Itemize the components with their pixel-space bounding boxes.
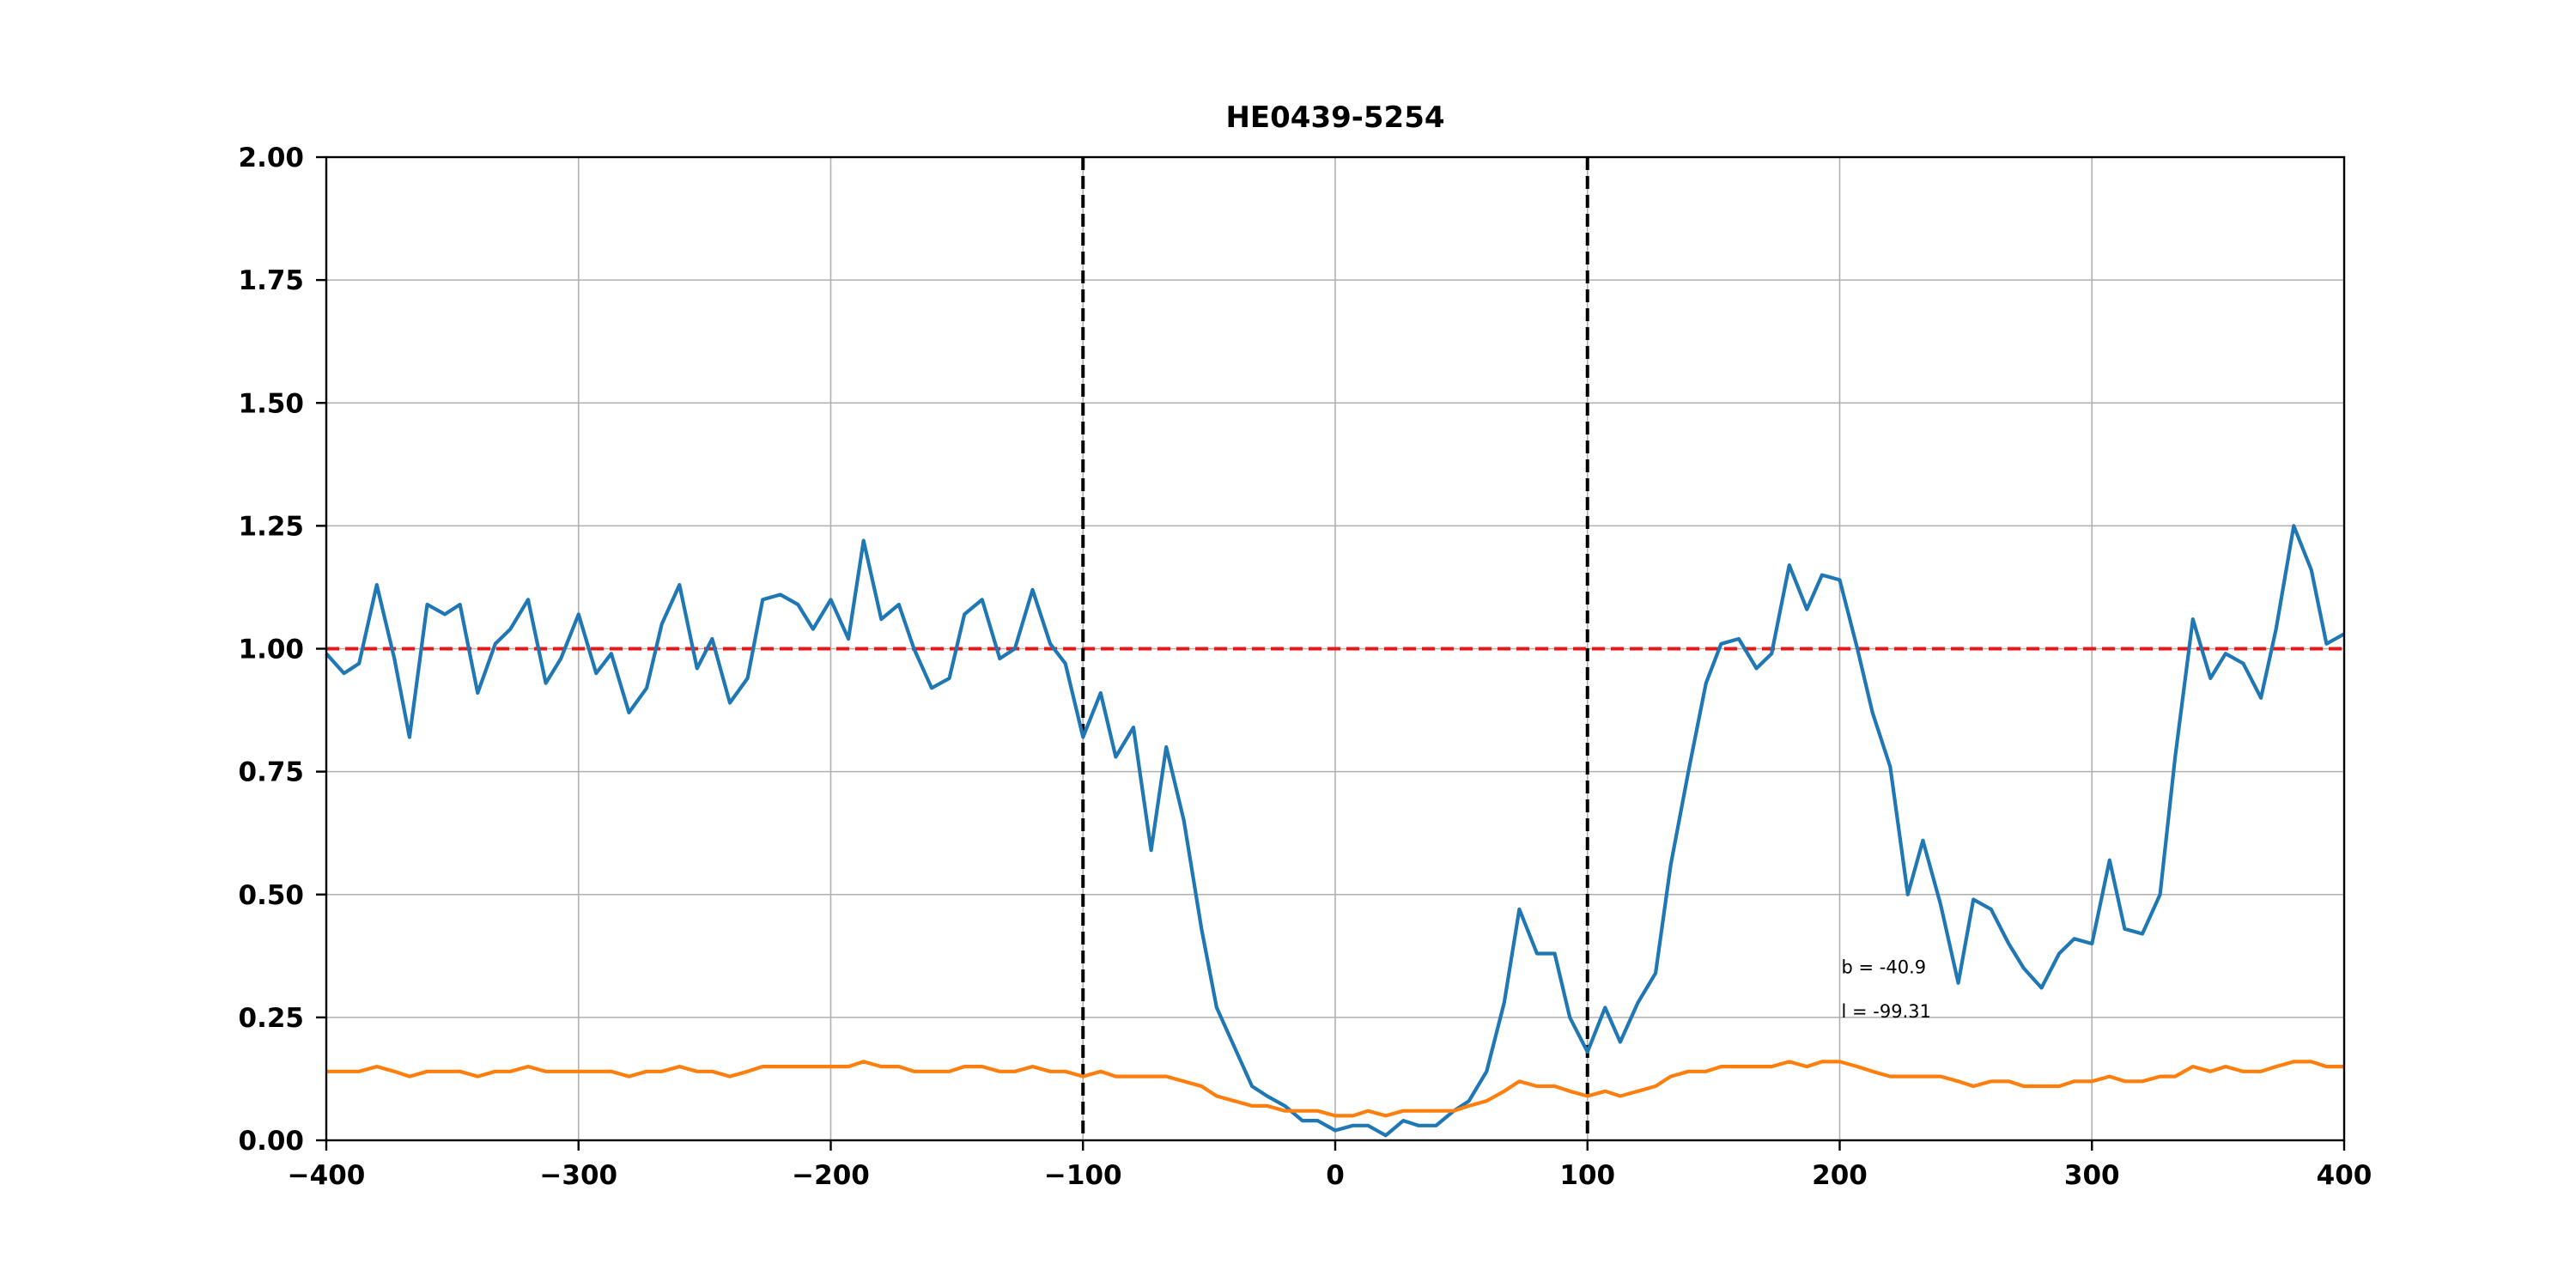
series-line-1 [325,524,2346,1138]
x-tick-label: −200 [792,1160,870,1191]
x-tick-label: −300 [539,1160,617,1191]
x-tick-label: 0 [1326,1160,1345,1191]
annotation-text: l = -99.31 [1842,1001,1931,1022]
series-lines [325,524,2346,1138]
y-tick-label: 1.00 [239,635,305,665]
y-tick-label: 0.75 [239,757,305,788]
y-tick-label: 0.50 [239,880,305,911]
annotations: b = -40.9 l = -99.31 [1842,957,1931,1022]
x-axis: −400 −300 −200 −100 0 100 200 300 400 [288,1140,2372,1191]
y-tick-label: 0.00 [239,1126,305,1157]
x-tick-label: 400 [2317,1160,2372,1191]
y-tick-label: 1.50 [239,388,305,419]
y-tick-label: 1.75 [239,265,305,296]
reference-lines [326,157,2344,1140]
chart-title: HE0439-5254 [1225,100,1444,135]
annotation-text: b = -40.9 [1842,957,1927,977]
x-tick-label: 100 [1559,1160,1615,1191]
series-line-2 [326,1060,2344,1118]
x-tick-label: 200 [1812,1160,1868,1191]
x-tick-label: −400 [288,1160,366,1191]
y-tick-label: 2.00 [239,143,305,173]
y-axis: 0.00 0.25 0.50 0.75 1.00 1.25 1.50 1.75 2.00 [239,143,326,1157]
x-tick-label: −100 [1044,1160,1122,1191]
y-tick-label: 1.25 [239,511,305,542]
y-tick-label: 0.25 [239,1003,305,1034]
x-tick-label: 300 [2064,1160,2120,1191]
